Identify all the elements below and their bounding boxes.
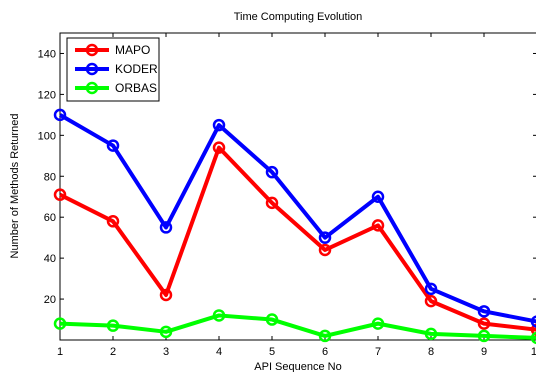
y-tick-label: 80 xyxy=(44,171,56,183)
y-axis-label: Number of Methods Returned xyxy=(9,114,21,259)
data-point-orbas xyxy=(318,329,332,343)
data-point-mapo xyxy=(53,188,67,201)
x-tick-label: 7 xyxy=(375,346,381,358)
series-line-orbas xyxy=(59,313,536,340)
legend-label-koder: KODER xyxy=(115,62,158,76)
data-point-mapo xyxy=(106,215,120,228)
y-tick-label: 100 xyxy=(38,130,56,142)
x-tick-label: 4 xyxy=(216,346,222,358)
data-point-koder xyxy=(318,231,332,244)
data-point-orbas xyxy=(424,327,438,341)
data-point-koder xyxy=(371,190,385,203)
data-point-orbas xyxy=(477,329,491,343)
legend-marker-koder xyxy=(85,62,99,76)
data-point-orbas xyxy=(530,331,536,345)
y-tick-label: 40 xyxy=(44,253,56,265)
data-point-mapo xyxy=(424,294,438,308)
data-point-mapo xyxy=(318,243,332,257)
data-point-koder xyxy=(424,282,438,296)
data-point-koder xyxy=(53,108,67,122)
data-point-koder xyxy=(265,165,279,179)
x-tick-label: 2 xyxy=(110,346,116,358)
data-point-mapo xyxy=(371,219,385,232)
legend-label-mapo: MAPO xyxy=(115,43,150,57)
data-point-orbas xyxy=(53,317,67,330)
series-line-mapo xyxy=(59,145,536,332)
data-point-koder xyxy=(106,139,120,152)
data-point-koder xyxy=(477,305,491,318)
x-tick-label: 5 xyxy=(269,346,275,358)
x-tick-label: 1 xyxy=(57,346,63,358)
data-point-orbas xyxy=(159,325,173,339)
data-point-orbas xyxy=(265,313,279,326)
y-tick-label: 60 xyxy=(44,212,56,224)
x-tick-label: 6 xyxy=(322,346,328,358)
data-point-mapo xyxy=(530,323,536,336)
data-point-koder xyxy=(212,118,226,132)
x-axis-label: API Sequence No xyxy=(254,361,341,372)
data-point-koder xyxy=(159,221,173,234)
data-point-mapo xyxy=(265,196,279,210)
x-tick-label: 10 xyxy=(531,346,536,358)
y-tick-label: 140 xyxy=(38,48,56,60)
series-line-koder xyxy=(58,113,536,324)
legend-marker-mapo xyxy=(85,43,99,57)
data-point-orbas xyxy=(106,319,120,332)
data-point-orbas xyxy=(371,317,385,330)
x-tick-label: 8 xyxy=(428,346,434,358)
data-point-koder xyxy=(530,315,536,328)
y-tick-label: 120 xyxy=(38,89,56,101)
x-tick-label: 3 xyxy=(163,346,169,358)
legend-label-orbas: ORBAS xyxy=(115,81,157,95)
chart-title: Time Computing Evolution xyxy=(234,11,363,23)
y-tick-label: 20 xyxy=(44,294,56,306)
data-point-orbas xyxy=(212,309,226,322)
data-point-mapo xyxy=(212,141,226,154)
x-tick-label: 9 xyxy=(481,346,487,358)
data-point-mapo xyxy=(477,317,491,330)
legend-marker-orbas xyxy=(85,81,99,95)
legend: MAPO KODER ORBAS xyxy=(66,37,160,102)
data-point-mapo xyxy=(159,288,173,302)
